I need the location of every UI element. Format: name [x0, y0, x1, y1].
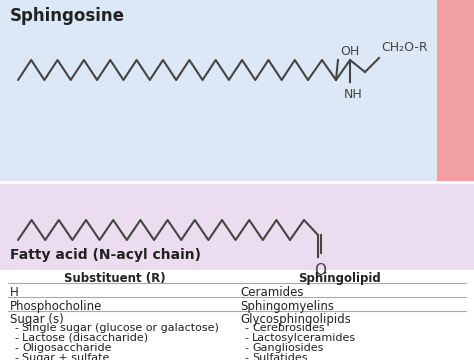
Bar	[437, 0, 474, 182]
Bar	[0, 0, 474, 182]
Text: Sphingolipid: Sphingolipid	[299, 272, 382, 285]
Text: Oligosaccharide: Oligosaccharide	[22, 343, 111, 353]
Text: NH: NH	[344, 88, 363, 101]
Text: -: -	[14, 323, 18, 333]
Text: H: H	[10, 286, 19, 299]
Text: Sulfatides: Sulfatides	[252, 353, 308, 360]
Bar	[0, 270, 474, 360]
Text: Substituent (R): Substituent (R)	[64, 272, 166, 285]
Text: -: -	[244, 353, 248, 360]
Text: -: -	[14, 353, 18, 360]
Text: Cerebrosides: Cerebrosides	[252, 323, 325, 333]
Text: Phosphocholine: Phosphocholine	[10, 300, 102, 313]
Bar	[0, 182, 474, 270]
Text: Sugar (s): Sugar (s)	[10, 313, 64, 326]
Text: -: -	[244, 333, 248, 343]
Text: -: -	[244, 343, 248, 353]
Text: -: -	[14, 343, 18, 353]
Text: Sphingomyelins: Sphingomyelins	[240, 300, 334, 313]
Text: Sphingosine: Sphingosine	[10, 7, 125, 25]
Text: Ceramides: Ceramides	[240, 286, 303, 299]
Text: Lactosylceramides: Lactosylceramides	[252, 333, 356, 343]
Text: Single sugar (glucose or galactose): Single sugar (glucose or galactose)	[22, 323, 219, 333]
Text: OH: OH	[340, 45, 359, 58]
Text: -: -	[244, 323, 248, 333]
Text: Fatty acid (N-acyl chain): Fatty acid (N-acyl chain)	[10, 248, 201, 262]
Text: O: O	[314, 263, 326, 278]
Text: Glycosphingolipids: Glycosphingolipids	[240, 313, 351, 326]
Text: Lactose (disaccharide): Lactose (disaccharide)	[22, 333, 148, 343]
Text: -: -	[14, 333, 18, 343]
Text: Gangliosides: Gangliosides	[252, 343, 323, 353]
Text: CH₂O-R: CH₂O-R	[381, 41, 428, 54]
Text: Sugar + sulfate: Sugar + sulfate	[22, 353, 109, 360]
